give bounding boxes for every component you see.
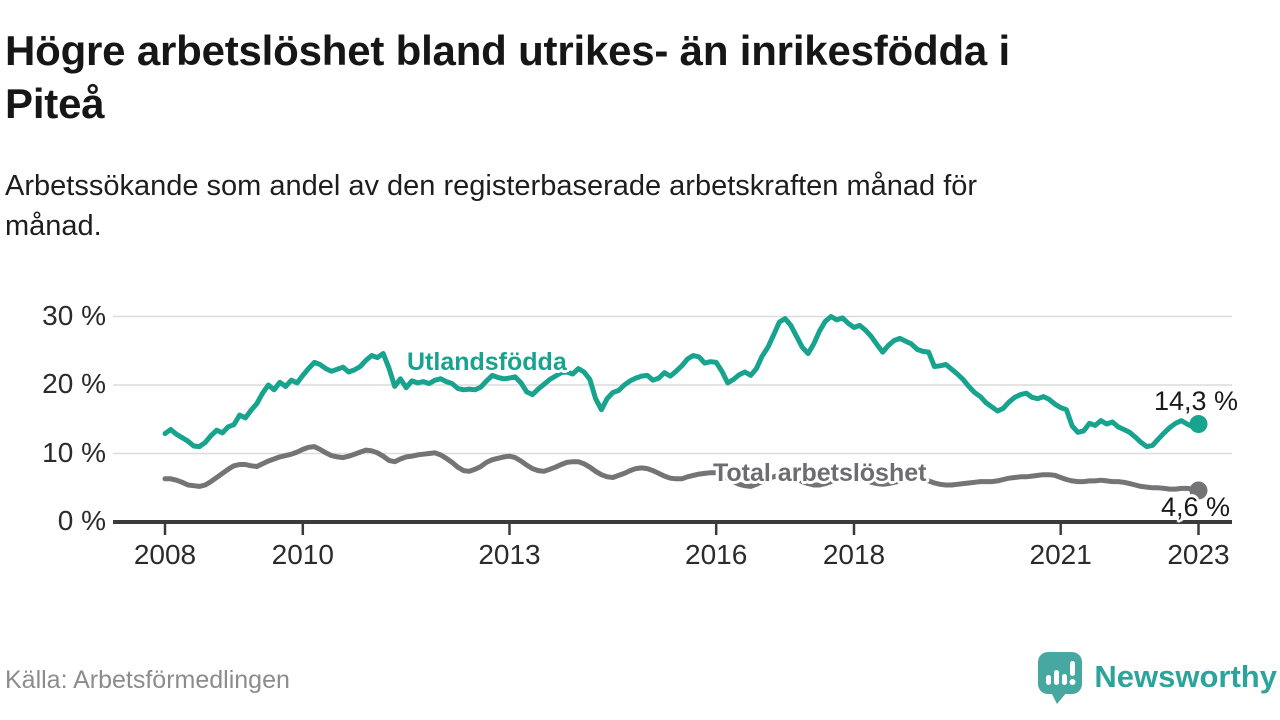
x-axis-tick-label: 2021	[1029, 539, 1092, 570]
y-axis-tick-label: 30 %	[42, 299, 106, 331]
y-axis-tick-label: 20 %	[42, 368, 106, 399]
x-axis-tick-label: 2016	[685, 539, 748, 570]
y-axis-tick-label: 10 %	[42, 436, 106, 468]
x-axis-tick-label: 2010	[271, 539, 334, 570]
newsworthy-brand: Newsworthy	[1036, 650, 1277, 704]
series-label-utlandsfodda: Utlandsfödda	[407, 348, 567, 376]
chart-title: Högre arbetslöshet bland utrikes- än inr…	[5, 27, 1011, 127]
source-note: Källa: Arbetsförmedlingen	[5, 666, 290, 694]
end-value-label-utlandsfodda: 14,3 %	[1153, 386, 1238, 416]
x-axis-tick-label: 2013	[478, 539, 541, 570]
x-axis-tick-label: 2023	[1167, 539, 1230, 570]
series-label-total-arbetsloshet: Total arbetslöshet	[713, 459, 927, 487]
y-axis-tick-label: 0 %	[57, 505, 106, 536]
brand-name: Newsworthy	[1094, 659, 1277, 694]
x-axis-tick-label: 2008	[133, 539, 197, 570]
newsworthy-logo-icon	[1038, 652, 1083, 704]
end-value-label-total: 4,6 %	[1160, 492, 1230, 522]
chart-subtitle: Arbetssökande som andel av den registerb…	[5, 170, 978, 242]
x-axis-tick-label: 2018	[822, 539, 886, 570]
